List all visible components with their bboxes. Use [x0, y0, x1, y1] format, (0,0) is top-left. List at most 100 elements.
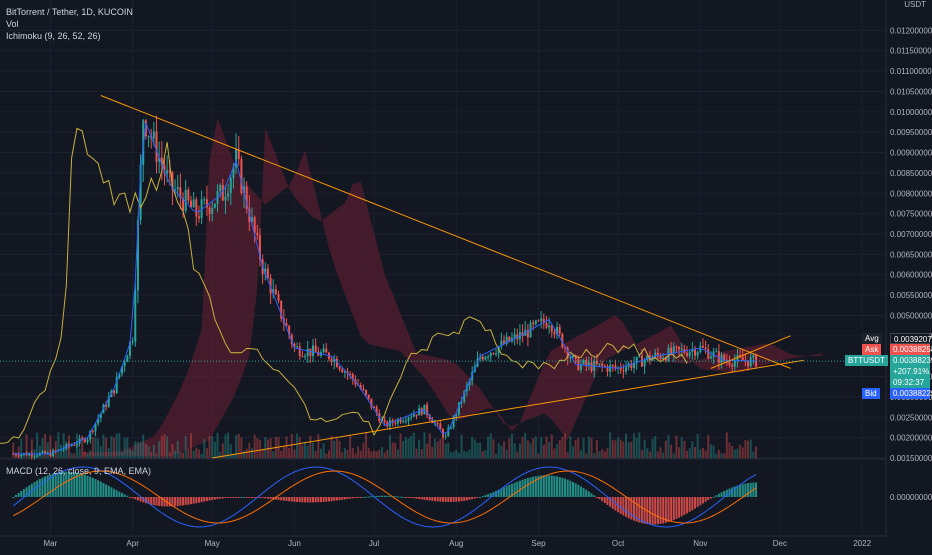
volume-bar: [174, 450, 177, 458]
volume-bar: [97, 438, 100, 458]
volume-bar: [524, 432, 527, 458]
volume-bar: [731, 445, 734, 458]
macd-histogram-bar: [680, 497, 683, 517]
volume-bar: [680, 437, 683, 458]
macd-histogram-bar: [694, 497, 697, 509]
macd-histogram-bar: [595, 497, 598, 498]
volume-bar: [744, 439, 747, 458]
macd-histogram-bar: [571, 481, 574, 497]
candle-body: [460, 401, 463, 403]
macd-histogram-bar: [503, 487, 506, 497]
macd-histogram-bar: [651, 497, 654, 525]
volume-bar: [420, 449, 423, 458]
volume-bar: [720, 453, 723, 458]
volume-bar: [67, 435, 70, 458]
macd-histogram-bar: [36, 480, 39, 497]
ichimoku-legend[interactable]: Ichimoku (9, 26, 52, 26): [6, 31, 101, 41]
macd-histogram-bar: [282, 497, 285, 501]
volume-bar: [365, 432, 368, 458]
candle-body: [219, 184, 222, 192]
volume-bar: [293, 449, 296, 458]
volume-bar: [245, 448, 248, 458]
volume-bar: [166, 436, 169, 458]
volume-bar: [667, 434, 670, 458]
macd-histogram-bar: [640, 497, 643, 524]
volume-bar: [335, 438, 338, 458]
volume-bar: [14, 453, 17, 458]
macd-histogram-bar: [434, 497, 437, 502]
bid-label: Bid: [862, 388, 880, 399]
volume-bar: [590, 437, 593, 458]
macd-histogram-bar: [290, 497, 293, 502]
candle-body: [622, 370, 625, 372]
candle-body: [12, 453, 15, 455]
chart-legend: BitTorrent / Tether, 1D, KUCOIN Vol Ichi…: [6, 6, 133, 42]
volume-bar: [150, 452, 153, 458]
macd-histogram-bar: [736, 485, 739, 497]
macd-histogram-bar: [388, 495, 391, 497]
macd-histogram-bar: [526, 478, 529, 497]
volume-bar: [333, 440, 336, 458]
macd-histogram-bar: [192, 497, 195, 504]
volume-bar: [638, 432, 641, 458]
volume-bar: [38, 445, 41, 458]
candle-body: [662, 357, 665, 359]
macd-histogram-bar: [638, 497, 641, 523]
macd-histogram-bar: [747, 483, 750, 497]
candle-body: [266, 268, 269, 279]
macd-histogram-bar: [144, 497, 147, 504]
volume-bar: [556, 443, 559, 458]
macd-histogram-bar: [635, 497, 638, 522]
macd-histogram-bar: [346, 497, 349, 500]
volume-bar: [449, 452, 452, 458]
volume-bar: [521, 436, 524, 458]
candle-body: [351, 374, 354, 380]
macd-legend[interactable]: MACD (12, 26, close, 9, EMA, EMA): [6, 466, 152, 476]
volume-bar: [327, 450, 330, 458]
candle-body: [415, 414, 418, 416]
candle-body: [333, 358, 336, 362]
candle-body: [325, 348, 328, 353]
volume-bar: [670, 444, 673, 458]
macd-histogram-bar: [741, 484, 744, 497]
candle-body: [595, 360, 598, 365]
volume-bar: [147, 445, 150, 458]
macd-histogram-bar: [115, 490, 118, 497]
volume-bar: [463, 451, 466, 458]
candle-body: [168, 170, 171, 173]
volume-bar: [510, 433, 513, 458]
macd-histogram-bar: [412, 497, 415, 499]
volume-bar: [452, 451, 455, 458]
candle-body: [526, 329, 529, 338]
volume-bar: [460, 434, 463, 458]
volume-legend[interactable]: Vol: [6, 19, 19, 29]
volume-bar: [86, 453, 89, 458]
candle-body: [508, 336, 511, 342]
candle-body: [86, 439, 89, 442]
volume-bar: [571, 446, 574, 458]
symbol-title[interactable]: BitTorrent / Tether, 1D, KUCOIN: [6, 7, 133, 17]
volume-bar: [635, 437, 638, 458]
macd-histogram-bar: [455, 497, 458, 502]
candle-body: [503, 340, 506, 344]
macd-histogram-bar: [471, 497, 474, 500]
volume-bar: [121, 451, 124, 458]
candle-body: [158, 157, 161, 162]
volume-bar: [285, 436, 288, 458]
macd-histogram-bar: [251, 497, 254, 498]
volume-bar: [78, 448, 81, 458]
macd-histogram-bar: [319, 497, 322, 503]
volume-bar: [404, 437, 407, 458]
macd-histogram-bar: [609, 497, 612, 507]
candle-body: [107, 396, 110, 407]
volume-bar: [566, 452, 569, 458]
candle-body: [33, 455, 36, 457]
volume-bar: [367, 447, 370, 458]
volume-bar: [134, 441, 137, 458]
candle-body: [349, 373, 352, 375]
volume-bar: [243, 450, 246, 458]
macd-histogram-bar: [739, 484, 742, 497]
price-tick-label: 0.00800000: [890, 189, 932, 198]
volume-bar: [370, 451, 373, 458]
